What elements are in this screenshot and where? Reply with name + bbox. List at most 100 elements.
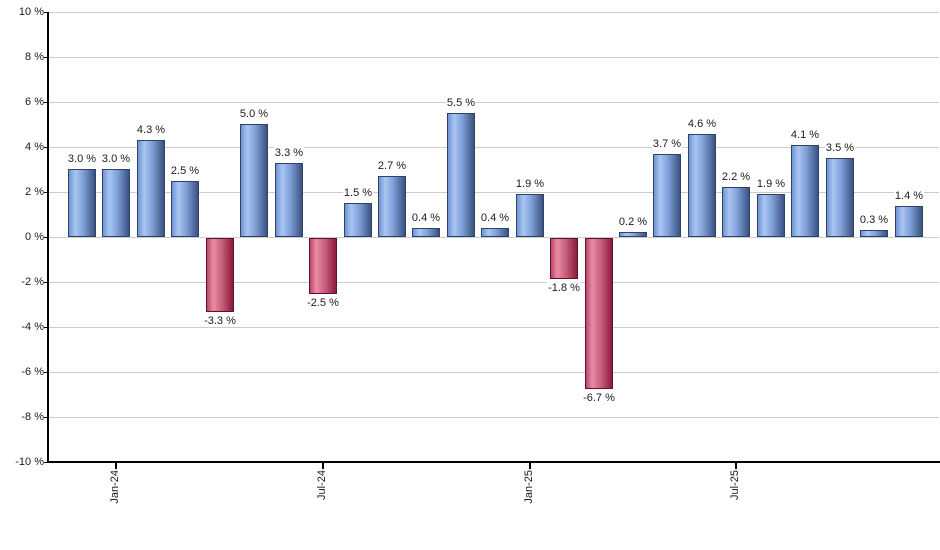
y-tick <box>44 102 48 103</box>
y-axis-tick-label: 8 % <box>25 51 44 63</box>
gridline <box>49 327 939 328</box>
bar-value-text: 5.5 % <box>445 97 477 109</box>
y-tick <box>44 282 48 283</box>
bar-value-text: 0.4 % <box>410 212 442 224</box>
x-tick <box>115 463 117 469</box>
y-axis-tick-label: -10 % <box>15 456 44 468</box>
x-tick <box>529 463 531 469</box>
x-tick <box>322 463 324 469</box>
bar-value-label: 1.9 % <box>500 178 560 191</box>
positive-return-bar <box>137 140 165 237</box>
y-axis-tick-label: -6 % <box>21 366 44 378</box>
bar-value-text: 1.9 % <box>755 178 787 190</box>
y-tick <box>44 237 48 238</box>
bar-value-label: -6.7 % <box>569 392 629 405</box>
bar-value-label: 5.0 % <box>224 108 284 121</box>
x-axis-line <box>47 461 940 463</box>
y-tick <box>44 417 48 418</box>
bar-value-text: -3.3 % <box>203 315 237 327</box>
bar-value-text: -6.7 % <box>582 392 616 404</box>
positive-return-bar <box>240 124 268 237</box>
y-tick <box>44 57 48 58</box>
positive-return-bar <box>102 169 130 237</box>
x-tick <box>735 463 737 469</box>
y-tick <box>44 192 48 193</box>
bar-value-label: 3.0 % <box>52 153 112 166</box>
positive-return-bar <box>757 194 785 237</box>
positive-return-bar <box>826 158 854 237</box>
negative-return-bar <box>550 238 578 279</box>
bar-value-label: 4.3 % <box>121 124 181 137</box>
bar-value-text: 1.9 % <box>514 178 546 190</box>
gridline <box>49 102 939 103</box>
negative-return-bar <box>585 238 613 389</box>
bar-value-label: 3.5 % <box>810 142 870 155</box>
bar-value-text: 3.0 % <box>100 153 132 165</box>
bar-value-text: 3.7 % <box>651 138 683 150</box>
gridline <box>49 372 939 373</box>
gridline <box>49 237 939 238</box>
bar-value-text: 2.7 % <box>376 160 408 172</box>
y-axis-tick-label: 4 % <box>25 141 44 153</box>
positive-return-bar <box>688 134 716 237</box>
y-tick <box>44 327 48 328</box>
bar-value-text: 1.5 % <box>342 187 374 199</box>
positive-return-bar <box>895 206 923 237</box>
gridline <box>49 282 939 283</box>
positive-return-bar <box>447 113 475 237</box>
positive-return-bar <box>791 145 819 237</box>
positive-return-bar <box>378 176 406 237</box>
y-axis-tick-label: 6 % <box>25 96 44 108</box>
bar-value-text: 4.3 % <box>135 124 167 136</box>
bar-value-text: 4.1 % <box>789 129 821 141</box>
positive-return-bar <box>171 181 199 237</box>
bar-value-text: 3.0 % <box>66 153 98 165</box>
bar-value-text: 3.3 % <box>273 147 305 159</box>
gridline <box>49 192 939 193</box>
bar-value-label: 2.7 % <box>362 160 422 173</box>
y-axis-tick-label: -2 % <box>21 276 44 288</box>
y-axis-line <box>47 12 49 463</box>
bar-value-label: 4.1 % <box>775 129 835 142</box>
x-axis-tick-label: Jul-25 <box>729 470 741 500</box>
x-axis-tick-label: Jul-24 <box>316 470 328 500</box>
x-axis-tick-label: Jan-24 <box>109 470 121 504</box>
gridline <box>49 57 939 58</box>
bar-value-label: 4.6 % <box>672 118 732 131</box>
bar-value-text: 3.5 % <box>824 142 856 154</box>
bar-value-text: 2.5 % <box>169 165 201 177</box>
y-tick <box>44 462 48 463</box>
gridline <box>49 12 939 13</box>
positive-return-bar <box>481 228 509 237</box>
bar-value-text: 0.4 % <box>479 212 511 224</box>
y-axis-tick-label: 0 % <box>25 231 44 243</box>
positive-return-bar <box>722 187 750 237</box>
y-axis-tick-label: -8 % <box>21 411 44 423</box>
y-tick <box>44 372 48 373</box>
positive-return-bar <box>653 154 681 237</box>
bar-value-text: 0.2 % <box>617 216 649 228</box>
bar-value-text: 0.3 % <box>858 214 890 226</box>
bar-value-text: 4.6 % <box>686 118 718 130</box>
bar-value-text: -2.5 % <box>306 297 340 309</box>
positive-return-bar <box>344 203 372 237</box>
gridline <box>49 417 939 418</box>
y-axis-tick-label: -4 % <box>21 321 44 333</box>
bar-value-label: -2.5 % <box>293 297 353 310</box>
negative-return-bar <box>206 238 234 312</box>
positive-return-bar <box>412 228 440 237</box>
y-tick <box>44 12 48 13</box>
bar-value-label: 3.3 % <box>259 147 319 160</box>
gridline <box>49 147 939 148</box>
bar-value-label: 5.5 % <box>431 97 491 110</box>
positive-return-bar <box>275 163 303 237</box>
y-axis-tick-label: 10 % <box>18 6 44 18</box>
x-axis-tick-label: Jan-25 <box>523 470 535 504</box>
y-tick <box>44 147 48 148</box>
bar-value-text: -1.8 % <box>547 282 581 294</box>
y-axis-tick-label: 2 % <box>25 186 44 198</box>
positive-return-bar <box>516 194 544 237</box>
bar-value-text: 2.2 % <box>720 171 752 183</box>
negative-return-bar <box>309 238 337 294</box>
